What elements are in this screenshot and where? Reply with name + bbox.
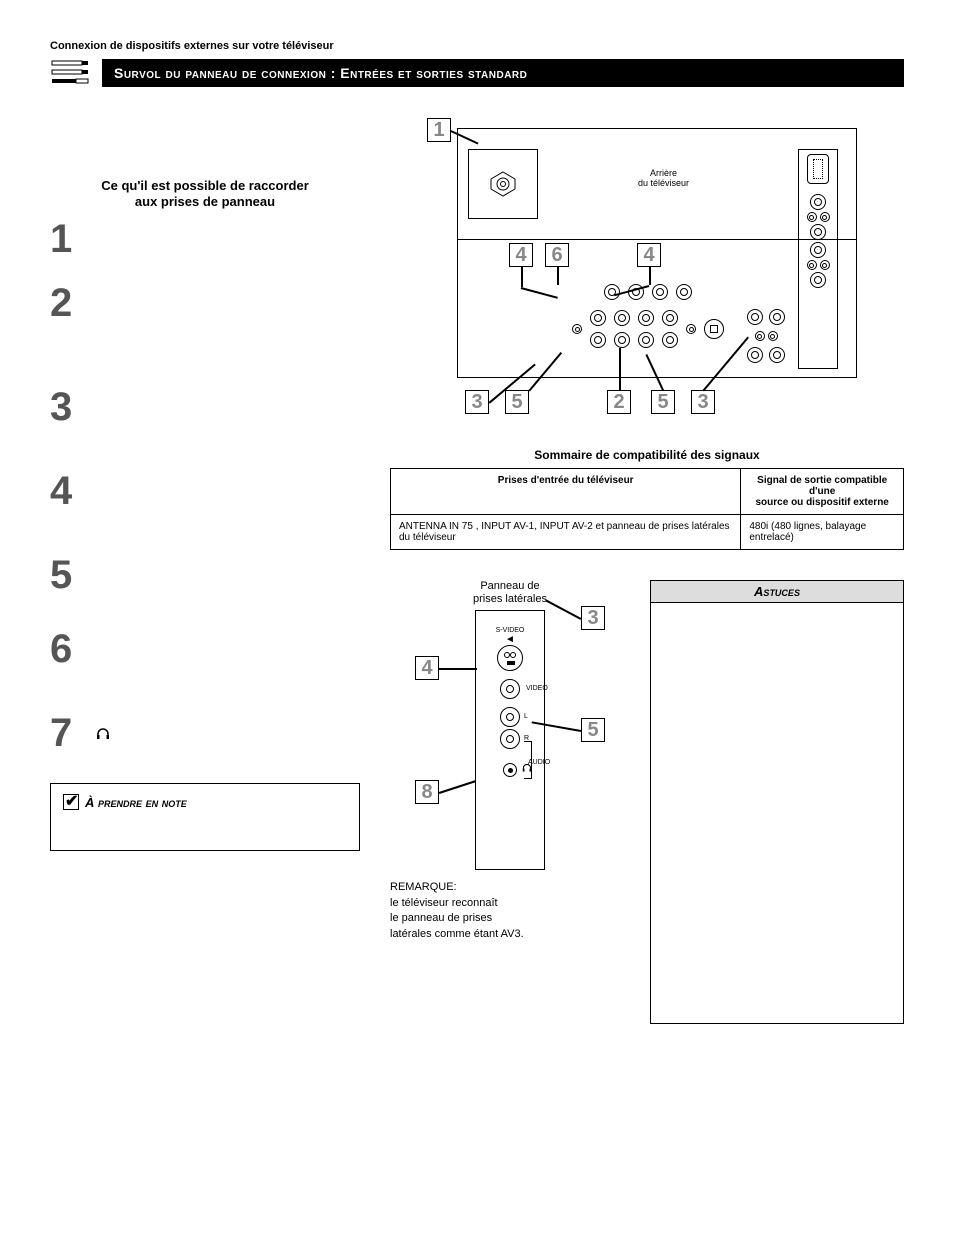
- compat-col1-header: Prises d'entrée du téléviseur: [391, 469, 741, 515]
- video-label: VIDEO: [526, 685, 548, 692]
- audio-r-label: R: [524, 735, 529, 742]
- side-label-l1: Panneau de: [480, 580, 539, 592]
- list-num-5: 5: [50, 555, 90, 595]
- callout-4a: 4: [509, 243, 533, 267]
- note-box: À prendre en note: [50, 783, 360, 851]
- headphone-icon: [96, 727, 110, 744]
- title-text: Survol du panneau de connexion : Entrées…: [102, 59, 904, 87]
- jack-icon: [810, 224, 826, 240]
- page-header: Connexion de dispositifs externes sur vo…: [50, 40, 904, 52]
- audio-l-label: L: [524, 713, 528, 720]
- compat-row1-c2: 480i (480 lignes, balayage entrelacé): [741, 515, 904, 550]
- jack-icon: [810, 242, 826, 258]
- check-icon: [63, 794, 79, 810]
- right-connector-block: [798, 149, 838, 369]
- remark: REMARQUE: le téléviseur reconnaît le pan…: [390, 880, 630, 942]
- callout-3a: 3: [465, 390, 489, 414]
- rear-label: Arrière du téléviseur: [638, 169, 689, 189]
- left-column: Ce qu'il est possible de raccorder aux p…: [50, 118, 360, 1024]
- jack-icon: [810, 194, 826, 210]
- compat-col2-l2: source ou dispositif externe: [756, 497, 889, 508]
- side-label: Panneau de prises latérales: [390, 580, 630, 606]
- list-num-7: 7: [50, 713, 90, 753]
- title-bar: Survol du panneau de connexion : Entrées…: [50, 58, 904, 88]
- audio-l-jack-icon: [500, 707, 520, 727]
- side-panel: S-VIDEO ◄ VIDEO L: [475, 610, 545, 870]
- side-label-l2: prises latérales: [473, 593, 547, 605]
- astuces-box: Astuces: [650, 580, 904, 1024]
- table-row: ANTENNA IN 75 , INPUT AV-1, INPUT AV-2 e…: [391, 515, 904, 550]
- list-num-1: 1: [50, 219, 90, 259]
- compat-col2-l1: Signal de sortie compatible d'une: [757, 475, 887, 497]
- jack-icon: [810, 272, 826, 288]
- note-title-text: À prendre en note: [85, 795, 187, 810]
- remark-l1: le téléviseur reconnaît: [390, 897, 498, 909]
- intro-heading: Ce qu'il est possible de raccorder aux p…: [50, 178, 360, 209]
- audio-r-jack-icon: [500, 729, 520, 749]
- side-callout-3: 3: [581, 606, 605, 630]
- list-num-2: 2: [50, 283, 90, 323]
- connector-stack-icon: [50, 58, 90, 88]
- compat-table: Prises d'entrée du téléviseur Signal de …: [390, 468, 904, 550]
- note-title: À prendre en note: [63, 794, 347, 810]
- right-column: Arrière du téléviseur: [390, 118, 904, 1024]
- side-panel-area: Panneau de prises latérales S-VIDEO ◄: [390, 580, 630, 1024]
- intro-line1: Ce qu'il est possible de raccorder: [101, 178, 309, 193]
- numbered-list: 1 2 3 4 5 6 7: [50, 219, 360, 763]
- callout-5b: 5: [651, 390, 675, 414]
- side-callout-4: 4: [415, 656, 439, 680]
- compat-col2-header: Signal de sortie compatible d'une source…: [741, 469, 904, 515]
- compat-row1-c1: ANTENNA IN 75 , INPUT AV-1, INPUT AV-2 e…: [391, 515, 741, 550]
- callout-2: 2: [607, 390, 631, 414]
- list-num-4: 4: [50, 471, 90, 511]
- rear-label-l2: du téléviseur: [638, 178, 689, 188]
- list-num-6: 6: [50, 629, 90, 669]
- callout-6: 6: [545, 243, 569, 267]
- compat-title: Sommaire de compatibilité des signaux: [390, 448, 904, 462]
- antenna-box: [468, 149, 538, 219]
- callout-5a: 5: [505, 390, 529, 414]
- list-num-3: 3: [50, 387, 90, 427]
- right-connector-block-2: [746, 309, 786, 369]
- rear-diagram: Arrière du téléviseur: [427, 118, 867, 428]
- center-jacks: [548, 284, 748, 364]
- remark-l3: latérales comme étant AV3.: [390, 928, 524, 940]
- side-callout-8: 8: [415, 780, 439, 804]
- svideo-jack-icon: [497, 645, 523, 671]
- callout-4b: 4: [637, 243, 661, 267]
- callout-1: 1: [427, 118, 451, 142]
- intro-line2: aux prises de panneau: [135, 194, 275, 209]
- headphone-icon: [522, 763, 532, 776]
- callout-3b: 3: [691, 390, 715, 414]
- svideo-label: S-VIDEO: [496, 627, 525, 634]
- rear-label-l1: Arrière: [650, 168, 677, 178]
- video-jack-icon: [500, 679, 520, 699]
- side-callout-5: 5: [581, 718, 605, 742]
- astuces-title: Astuces: [651, 581, 903, 603]
- remark-l2: le panneau de prises: [390, 912, 492, 924]
- astuces-body: [651, 603, 903, 1023]
- headphone-jack-icon: [503, 763, 517, 777]
- remark-title: REMARQUE:: [390, 881, 457, 893]
